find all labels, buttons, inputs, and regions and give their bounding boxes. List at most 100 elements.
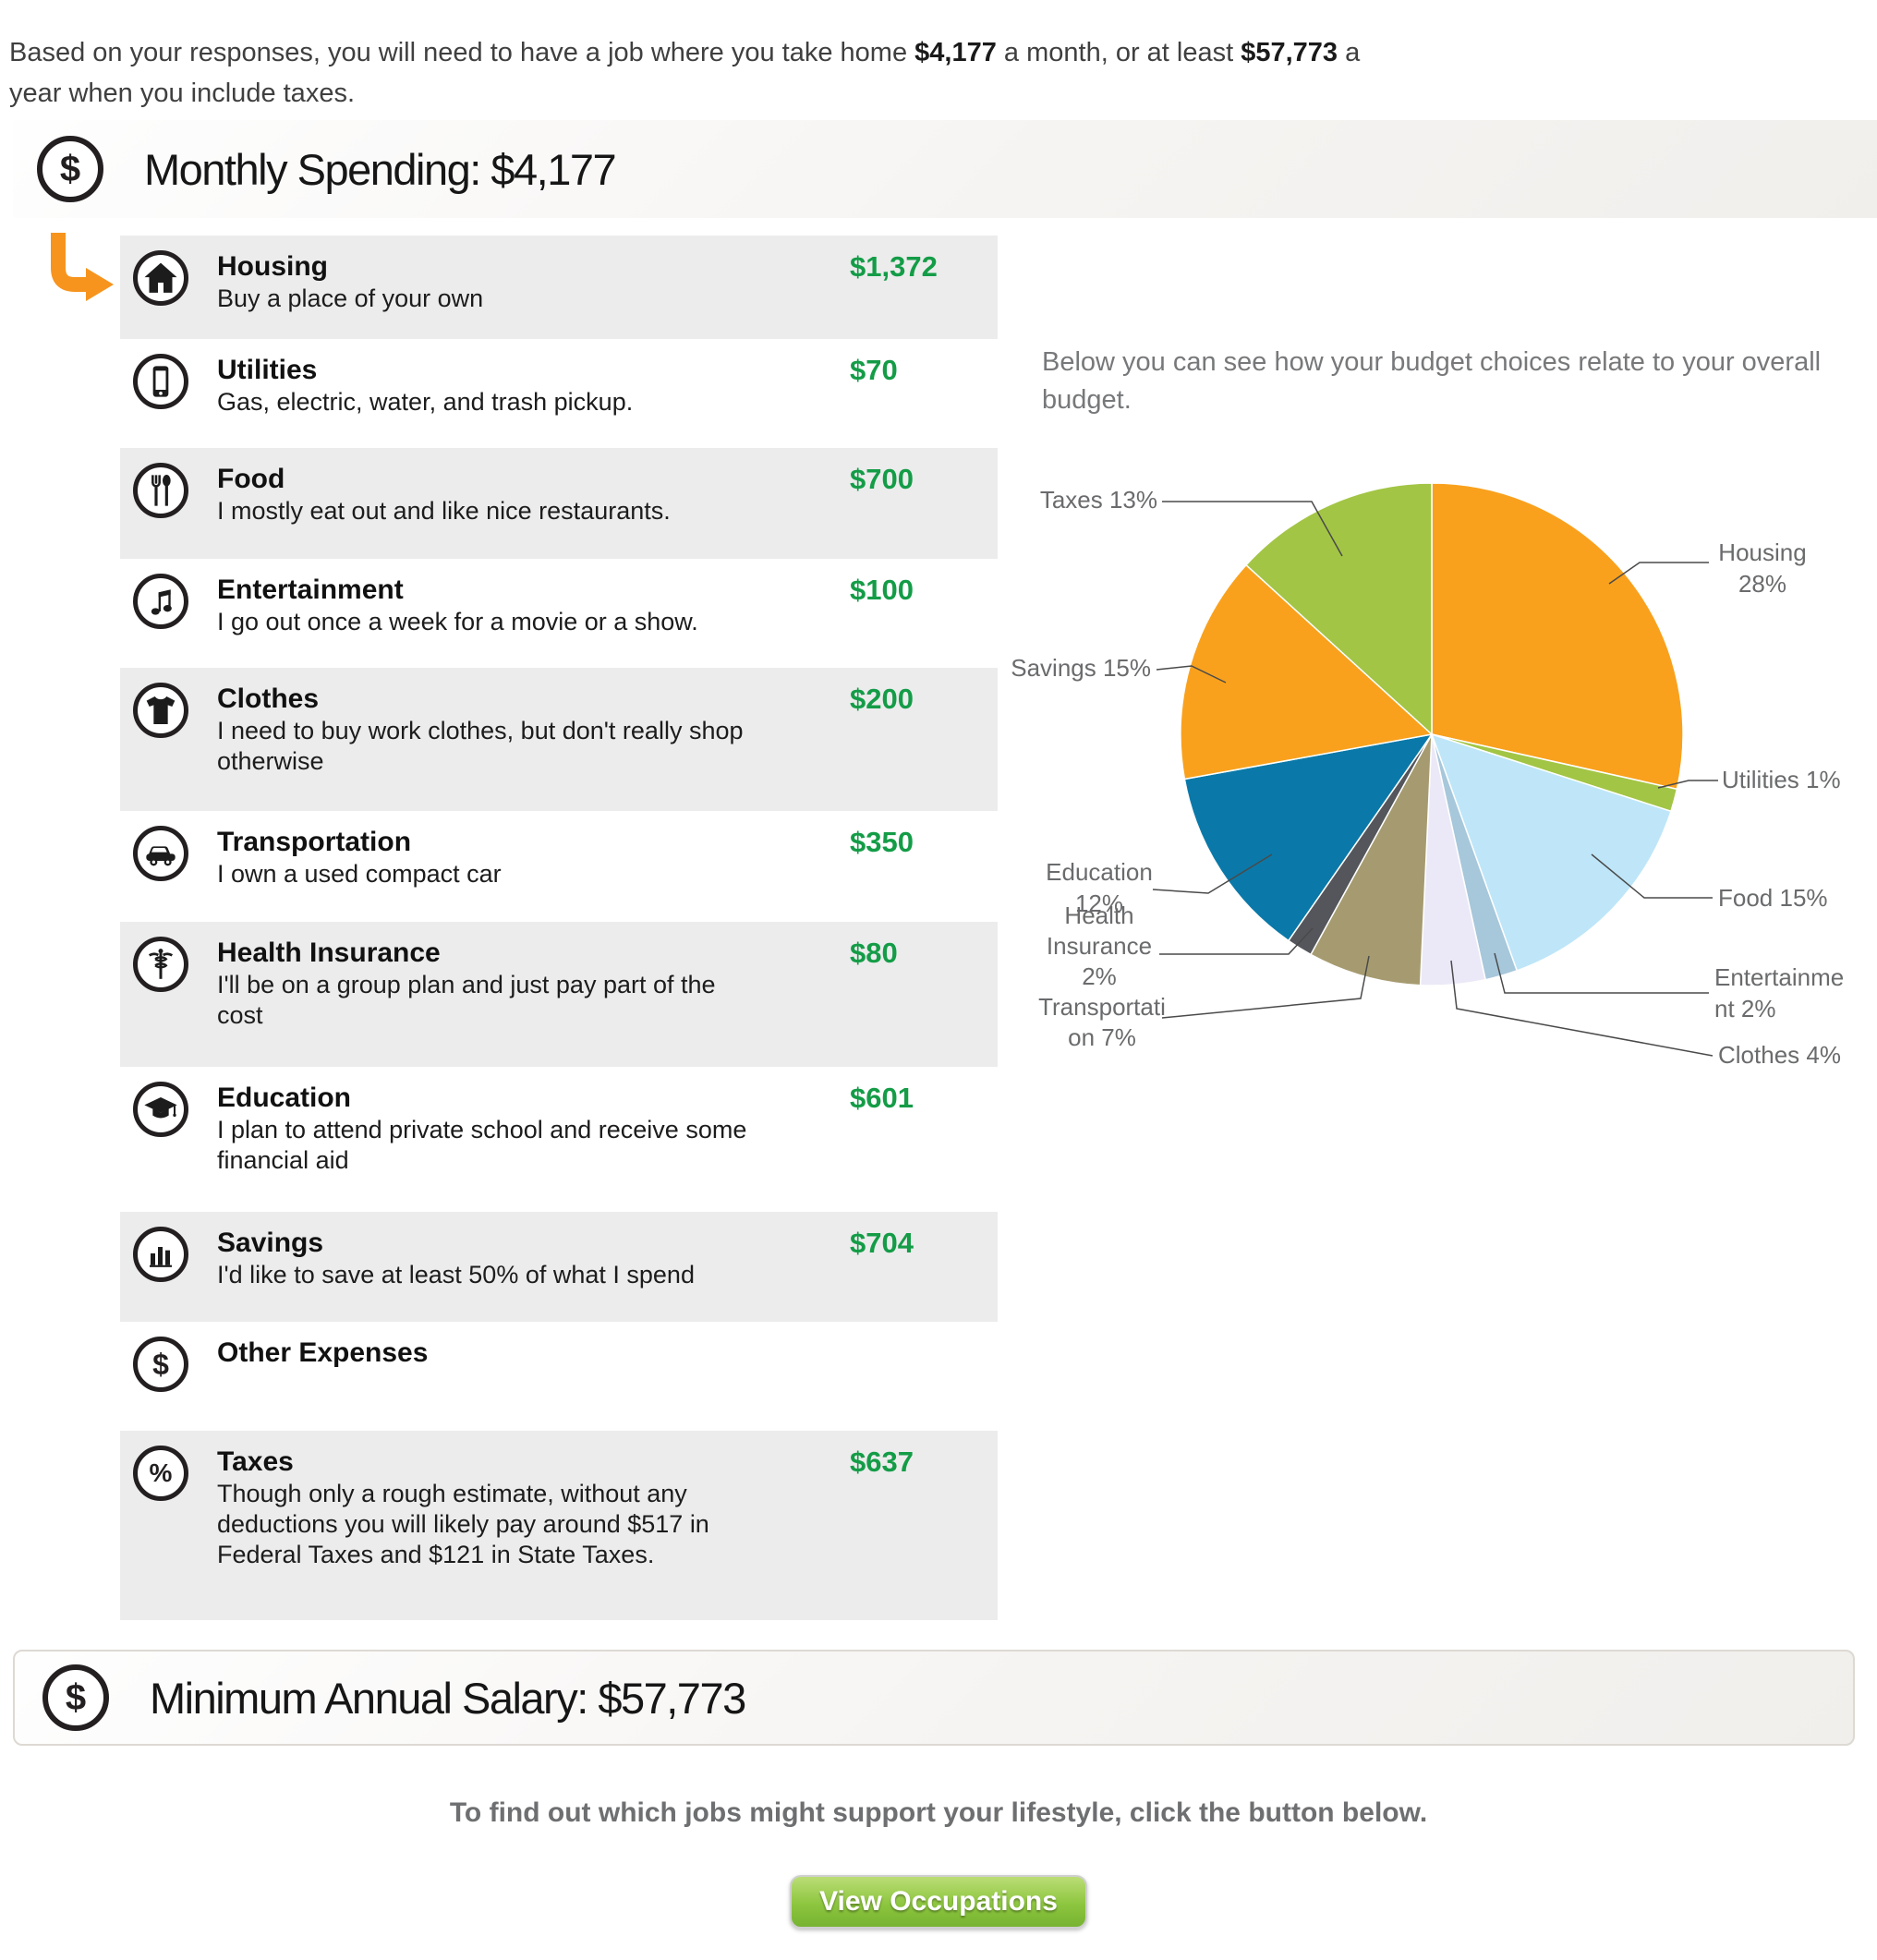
graduation-cap-icon <box>133 1082 188 1137</box>
category-name: Utilities <box>217 355 318 385</box>
annual-salary-title: Minimum Annual Salary: $57,773 <box>150 1673 746 1723</box>
row-transportation: Transportation I own a used compact car … <box>120 811 998 922</box>
category-amount: $601 <box>850 1082 914 1114</box>
dollar-circle-icon: $ <box>42 1664 109 1731</box>
category-desc: Gas, electric, water, and trash pickup. <box>217 388 634 416</box>
leader-clothes <box>1450 960 1714 1057</box>
category-name: Other Expenses <box>217 1337 429 1368</box>
caduceus-icon <box>133 937 188 992</box>
category-amount: $704 <box>850 1227 914 1259</box>
row-food: Food I mostly eat out and like nice rest… <box>120 448 998 559</box>
music-note-icon <box>133 574 188 629</box>
pie-slice-taxes <box>1244 482 1433 736</box>
category-desc: I go out once a week for a movie or a sh… <box>217 608 698 635</box>
leader-food <box>1591 853 1713 899</box>
label-housing: Housing <box>1718 538 1806 566</box>
row-education: Education I plan to attend private schoo… <box>120 1067 998 1212</box>
category-desc: I plan to attend private school and rece… <box>217 1116 747 1174</box>
bar-chart-icon <box>133 1227 188 1282</box>
label-health-1: Health <box>1064 901 1133 929</box>
leader-transportation <box>1161 955 1370 1019</box>
label-utilities: Utilities 1% <box>1722 766 1841 793</box>
budget-note: Below you can see how your budget choice… <box>1042 347 1822 415</box>
label-transportation-2: on 7% <box>1068 1023 1136 1051</box>
category-desc: I need to buy work clothes, but don't re… <box>217 717 744 775</box>
label-savings: Savings 15% <box>1011 654 1151 682</box>
house-icon <box>133 250 188 306</box>
intro-text: Based on your responses, you will need t… <box>9 38 1361 108</box>
row-health-insurance: Health Insurance I'll be on a group plan… <box>120 922 998 1067</box>
category-amount: $100 <box>850 574 914 606</box>
pie-slice-education <box>1183 732 1434 942</box>
label-health-pct: 2% <box>1082 962 1117 990</box>
category-desc: I'd like to save at least 50% of what I … <box>217 1261 695 1289</box>
view-occupations-button[interactable]: View Occupations <box>790 1875 1087 1929</box>
fork-spoon-icon <box>133 463 188 518</box>
annual-salary-header: $ Minimum Annual Salary: $57,773 <box>13 1650 1855 1746</box>
row-utilities: Utilities Gas, electric, water, and tras… <box>120 339 998 448</box>
category-list: Housing Buy a place of your own $1,372 U… <box>120 236 998 1620</box>
leader-health <box>1159 927 1314 955</box>
category-desc: Though only a rough estimate, without an… <box>217 1480 709 1568</box>
dollar-icon: $ <box>133 1337 188 1392</box>
orange-pointer-arrow <box>51 233 114 301</box>
budget-pie-chart: Taxes 13% Housing 28% Savings 15% Utilit… <box>1007 457 1877 1104</box>
mobile-phone-icon <box>133 354 188 409</box>
category-amount: $700 <box>850 463 914 495</box>
category-desc: I mostly eat out and like nice restauran… <box>217 497 671 525</box>
category-amount: $350 <box>850 826 914 858</box>
category-desc: Buy a place of your own <box>217 284 484 312</box>
leader-education <box>1152 853 1273 894</box>
label-education: Education <box>1046 858 1153 886</box>
row-clothes: Clothes I need to buy work clothes, but … <box>120 668 998 811</box>
category-amount: $70 <box>850 354 898 386</box>
category-name: Health Insurance <box>217 938 441 968</box>
monthly-takehome-amount: $4,177 <box>914 38 997 67</box>
category-amount: $200 <box>850 683 914 715</box>
pie-slice-transportation <box>1309 733 1433 986</box>
label-entertainment-1: Entertainme <box>1714 963 1844 991</box>
category-amount: $637 <box>850 1446 914 1478</box>
leader-utilities <box>1657 780 1718 789</box>
percent-icon: % <box>133 1446 188 1501</box>
category-desc: I'll be on a group plan and just pay par… <box>217 971 716 1029</box>
category-desc: I own a used compact car <box>217 860 502 888</box>
footer-cta-text: To find out which jobs might support you… <box>449 1797 1428 1828</box>
pie-slice-food <box>1430 732 1672 972</box>
category-name: Taxes <box>217 1446 294 1477</box>
pie-slice-savings <box>1180 563 1434 780</box>
tshirt-icon <box>133 683 188 738</box>
category-amount: $80 <box>850 937 898 969</box>
row-housing: Housing Buy a place of your own $1,372 <box>120 236 998 339</box>
annual-takehome-amount: $57,773 <box>1241 38 1338 67</box>
leader-taxes <box>1162 501 1343 557</box>
label-education-pct: 12% <box>1075 889 1123 917</box>
row-taxes: % Taxes Though only a rough estimate, wi… <box>120 1431 998 1620</box>
pie-slice-housing <box>1431 482 1684 791</box>
category-amount: $1,372 <box>850 250 938 283</box>
label-housing-pct: 28% <box>1738 570 1786 598</box>
category-name: Savings <box>217 1228 324 1258</box>
label-food: Food 15% <box>1718 884 1828 912</box>
label-health-2: Insurance <box>1047 932 1152 960</box>
label-clothes: Clothes 4% <box>1718 1041 1841 1069</box>
row-entertainment: Entertainment I go out once a week for a… <box>120 559 998 668</box>
car-icon <box>133 826 188 881</box>
leader-entertainment <box>1494 952 1709 994</box>
label-taxes: Taxes 13% <box>1040 486 1157 514</box>
category-name: Education <box>217 1083 352 1113</box>
row-savings: Savings I'd like to save at least 50% of… <box>120 1212 998 1322</box>
monthly-spending-title: Monthly Spending: $4,177 <box>144 144 617 194</box>
monthly-spending-header: $ Monthly Spending: $4,177 <box>13 120 1877 218</box>
label-transportation-1: Transportati <box>1038 993 1166 1021</box>
label-entertainment-2: nt 2% <box>1714 995 1776 1022</box>
category-name: Housing <box>217 251 328 282</box>
category-name: Food <box>217 464 285 494</box>
dollar-circle-icon: $ <box>37 136 103 202</box>
category-name: Clothes <box>217 684 320 714</box>
leader-housing <box>1608 562 1709 585</box>
leader-savings <box>1156 665 1227 684</box>
category-name: Entertainment <box>217 575 404 605</box>
pie-svg: Taxes 13% Housing 28% Savings 15% Utilit… <box>1011 482 1844 1069</box>
